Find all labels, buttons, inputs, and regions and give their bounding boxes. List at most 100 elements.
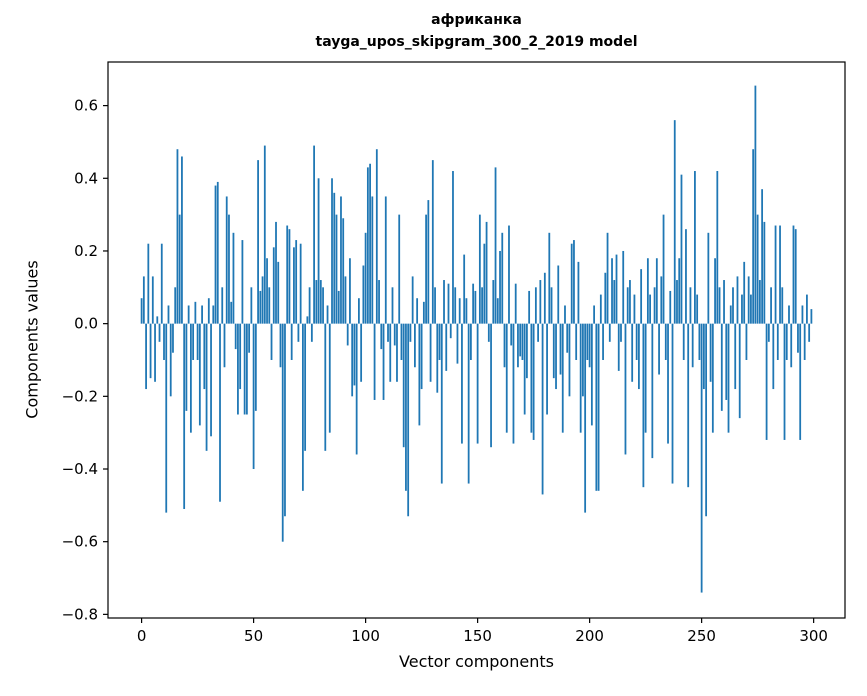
bar <box>613 280 616 324</box>
bar <box>685 229 687 324</box>
bar <box>272 247 275 324</box>
bar <box>720 323 723 411</box>
bar <box>349 258 351 324</box>
bar <box>461 323 463 444</box>
bar <box>660 276 663 324</box>
y-tick-label: 0.6 <box>74 97 98 115</box>
bar <box>776 323 779 360</box>
bar <box>319 280 322 324</box>
bar <box>234 323 237 350</box>
bar <box>667 323 669 444</box>
bar <box>346 323 349 346</box>
axes-spines <box>107 61 846 619</box>
bar <box>485 221 488 324</box>
bar <box>767 323 770 342</box>
bar <box>288 229 291 324</box>
bar <box>635 323 638 360</box>
bar <box>382 323 385 400</box>
bar <box>682 323 685 360</box>
bar <box>633 294 636 324</box>
bar <box>770 287 772 324</box>
bar <box>149 323 152 379</box>
bar <box>456 323 459 364</box>
bar <box>741 294 743 324</box>
bar <box>351 323 354 397</box>
bar <box>228 214 230 324</box>
bar <box>261 276 264 324</box>
bar <box>366 167 369 324</box>
bar <box>490 323 492 448</box>
bar <box>606 232 609 324</box>
bar <box>765 323 768 440</box>
bar <box>402 323 405 448</box>
bar <box>514 283 517 324</box>
bar <box>169 323 172 397</box>
bar <box>196 323 199 360</box>
bar <box>254 323 257 411</box>
bar <box>183 323 186 509</box>
bar <box>519 323 522 357</box>
bar <box>478 214 481 324</box>
bar <box>174 287 177 324</box>
bar <box>454 287 457 324</box>
bar <box>214 185 217 324</box>
bar <box>299 243 302 324</box>
bar <box>732 287 734 324</box>
bar <box>750 294 752 324</box>
bar <box>266 258 268 324</box>
bar <box>176 149 179 324</box>
bar <box>331 178 333 324</box>
bar <box>510 323 513 346</box>
bar <box>293 247 295 324</box>
bar <box>189 323 192 433</box>
bar <box>644 323 647 433</box>
bar <box>237 323 239 415</box>
bar <box>324 323 327 451</box>
bar <box>743 261 746 324</box>
bar <box>443 280 445 324</box>
bar <box>342 218 345 324</box>
bar <box>526 323 528 379</box>
bar <box>151 276 154 324</box>
bar <box>411 276 414 324</box>
bar <box>142 276 145 324</box>
bar <box>398 214 401 324</box>
y-tick-label: 0.2 <box>74 242 98 260</box>
bar <box>445 323 448 371</box>
bar <box>322 287 324 324</box>
bar <box>205 323 208 451</box>
bar <box>440 323 443 484</box>
y-tick-label: 0.4 <box>74 169 98 187</box>
bar <box>158 323 161 342</box>
bar <box>279 323 282 368</box>
bar <box>582 323 584 397</box>
bar <box>210 323 212 437</box>
y-tick-label: 0.0 <box>74 315 98 333</box>
bar <box>521 323 524 360</box>
bar <box>232 232 235 324</box>
bar <box>304 323 307 451</box>
bar <box>729 305 732 324</box>
bar <box>705 323 708 517</box>
bar <box>396 323 398 382</box>
bar <box>360 323 363 382</box>
bar <box>676 280 678 324</box>
bar <box>286 225 289 324</box>
bar <box>552 323 555 379</box>
bar <box>718 287 721 324</box>
bar <box>476 323 479 444</box>
bar <box>248 323 251 353</box>
bar <box>281 323 284 542</box>
bar <box>483 243 486 324</box>
bar <box>557 265 560 324</box>
bar <box>239 323 242 390</box>
bar <box>555 323 557 390</box>
bar <box>470 323 472 360</box>
bar <box>371 196 374 324</box>
x-axis-label: Vector components <box>399 652 554 671</box>
bar <box>680 174 683 324</box>
bar <box>792 225 795 324</box>
bar <box>250 287 253 324</box>
bar <box>340 196 342 324</box>
